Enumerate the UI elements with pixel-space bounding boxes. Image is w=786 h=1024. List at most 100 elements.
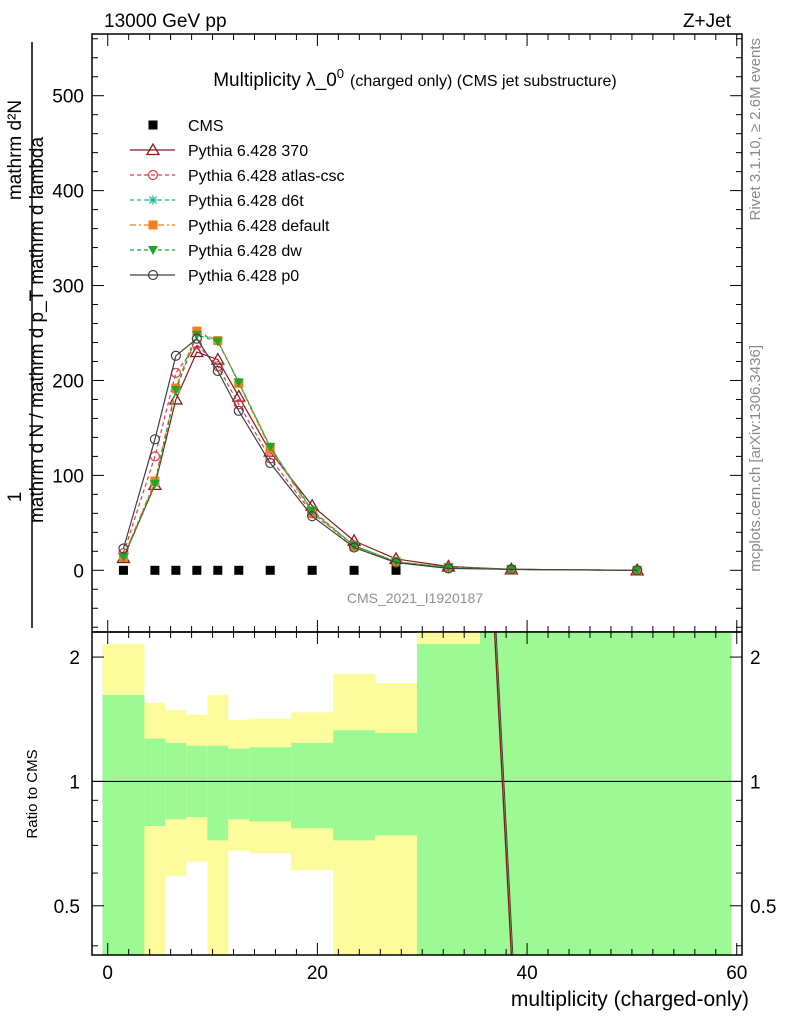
- series-0-point: [192, 565, 202, 575]
- chart-title-sup: 0: [337, 66, 344, 81]
- header-left-label: 13000 GeV pp: [104, 11, 227, 32]
- series-5-point: [149, 479, 160, 489]
- ratio-xtick-label: 0: [102, 963, 113, 984]
- main-ytick-label: 500: [52, 87, 84, 108]
- series-5-point: [170, 385, 181, 395]
- ratio-ytick-label-left: 2: [69, 648, 80, 669]
- series-6-point: [170, 350, 181, 361]
- header-right-label: Z+Jet: [683, 11, 732, 32]
- series-6-point: [212, 365, 223, 377]
- series-1-point: [168, 392, 183, 405]
- chart-title-main: Multiplicity λ_0: [213, 70, 337, 91]
- ratio-ylabel: Ratio to CMS: [24, 749, 41, 838]
- series-6-point: [307, 511, 318, 522]
- series-0-point: [391, 565, 401, 575]
- rivet-version-label: Rivet 3.1.10, ≥ 2.6M events: [747, 38, 764, 221]
- ratio-inner-band-1: [144, 738, 166, 826]
- series-0-point: [213, 565, 223, 575]
- legend-label-1: Pythia 6.428 370: [188, 143, 308, 160]
- legend-marker-3: [148, 195, 158, 205]
- series-6-point: [443, 563, 454, 574]
- ratio-bands: [92, 631, 742, 956]
- analysis-label: CMS_2021_I1920187: [347, 590, 483, 606]
- legend-label-0: CMS: [188, 118, 224, 135]
- ratio-inner-band-9: [375, 732, 417, 836]
- series-6-point: [233, 405, 244, 416]
- main-ytick-label: 200: [52, 371, 84, 392]
- legend-label-2: Pythia 6.428 atlas-csc: [188, 168, 345, 185]
- series-5-point: [632, 566, 643, 576]
- ratio-ytick-label-right: 0.5: [750, 897, 776, 918]
- ratio-xtick-label: 40: [517, 963, 538, 984]
- series-6-point: [506, 564, 517, 575]
- legend-marker-6: [147, 269, 159, 281]
- main-ytick-label: 100: [52, 466, 84, 487]
- legend-label-4: Pythia 6.428 default: [188, 218, 330, 235]
- main-ylabel-top: mathrm d²N: [5, 100, 26, 200]
- main-ytick-label: 0: [73, 561, 84, 582]
- legend-marker-1: [145, 142, 161, 156]
- ratio-top-yellow-0: [417, 632, 480, 644]
- series-0-point: [349, 565, 359, 575]
- ratio-inner-band-6: [249, 747, 292, 822]
- series-6-line: [122, 337, 638, 571]
- series-2-point: [233, 399, 244, 410]
- ratio-line-pythia-p0: [495, 631, 514, 956]
- ratio-inner-band-7: [291, 742, 334, 829]
- series-1-point: [210, 352, 225, 365]
- series-5-point: [233, 378, 244, 388]
- ratio-inner-band-10: [417, 632, 732, 955]
- series-5-point: [265, 442, 276, 452]
- series-0-point: [307, 565, 317, 575]
- series-0-point: [150, 565, 160, 575]
- legend-marker-5: [148, 246, 158, 255]
- ratio-plot: 0 20 40 60 0.5 0.5 1 1 2 2 Ratio to CMS multiplic…: [24, 631, 776, 1011]
- main-ytick-label: 400: [52, 182, 84, 203]
- mcplots-label: mcplots.cern.ch [arXiv:1306.3436]: [747, 345, 764, 572]
- main-plot-ticks: 0 100 200 300 400 500: [52, 34, 742, 632]
- series-0-point: [118, 565, 128, 575]
- series-6-point: [149, 434, 161, 445]
- chart-title-suffix: (charged only) (CMS jet substructure): [350, 73, 617, 90]
- main-plot-series: [116, 326, 645, 576]
- main-ytick-label: 300: [52, 277, 84, 298]
- series-0-point: [234, 565, 244, 575]
- ratio-ytick-label-left: 0.5: [54, 897, 80, 918]
- series-1-point: [231, 389, 246, 402]
- main-ylabel: 1 mathrm d²N mathrm d N / mathrm d p_T m…: [5, 42, 48, 628]
- ratio-inner-band-4: [207, 745, 229, 841]
- legend-marker-4: [148, 220, 158, 230]
- main-ylabel-denominator: mathrm d N / mathrm d p_T mathrm d lambd…: [27, 137, 48, 524]
- legend-label-5: Pythia 6.428 dw: [188, 243, 302, 260]
- legend-marker-2: [147, 169, 159, 181]
- series-5-point: [191, 330, 202, 340]
- ratio-xtick-label: 60: [726, 963, 747, 984]
- ratio-ytick-label-right: 2: [750, 648, 761, 669]
- series-6-point: [390, 557, 402, 568]
- legend: CMS Pythia 6.428 370 Pythia 6.428 atlas-cs…: [130, 118, 345, 285]
- ratio-ytick-label-left: 1: [69, 772, 80, 793]
- series-6-point: [348, 542, 360, 553]
- series-0-point: [171, 565, 181, 575]
- ratio-plot-frame: [91, 631, 743, 956]
- series-5-point: [212, 337, 223, 347]
- ratio-xtick-label: 20: [307, 963, 328, 984]
- series-5-point: [118, 553, 129, 563]
- main-ylabel-numerator: 1: [5, 492, 26, 503]
- series-0-point: [265, 565, 275, 575]
- ratio-inner-band-8: [333, 730, 376, 841]
- ratio-line-pythia: [493, 631, 513, 956]
- legend-marker-0: [148, 120, 158, 130]
- series-5-point: [307, 506, 318, 516]
- ratio-ytick-label-right: 1: [750, 772, 761, 793]
- series-6-point: [191, 333, 202, 344]
- chart-title: Multiplicity λ_00 (charged only) (CMS jet…: [213, 66, 617, 91]
- series-6-point: [118, 543, 129, 554]
- ratio-inner-band-0: [102, 694, 145, 955]
- series-6-point: [265, 457, 276, 469]
- ratio-plot-ticks: 0 20 40 60 0.5 0.5 1 1 2 2: [54, 632, 776, 984]
- x-axis-label: multiplicity (charged-only): [511, 988, 749, 1011]
- legend-label-6: Pythia 6.428 p0: [188, 268, 299, 285]
